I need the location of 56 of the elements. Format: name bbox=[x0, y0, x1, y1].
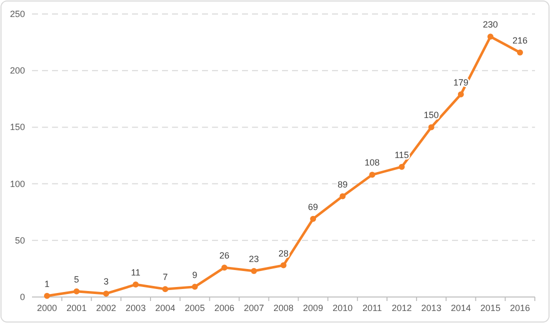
x-tick-label: 2015 bbox=[480, 303, 500, 313]
data-label: 7 bbox=[162, 272, 168, 282]
point bbox=[517, 49, 523, 56]
x-tick-label: 2016 bbox=[510, 303, 530, 313]
x-tick-label: 2008 bbox=[273, 303, 294, 313]
x-tick-label: 2005 bbox=[184, 303, 205, 313]
x-tick-label: 2011 bbox=[362, 303, 382, 313]
x-tick-label: 2009 bbox=[303, 303, 324, 313]
y-tick-label: 250 bbox=[10, 9, 25, 19]
point bbox=[458, 91, 464, 98]
y-tick-label: 100 bbox=[10, 178, 25, 189]
data-label: 230 bbox=[482, 20, 498, 30]
point bbox=[487, 34, 494, 40]
point bbox=[44, 292, 50, 299]
data-label: 108 bbox=[364, 158, 380, 168]
point bbox=[162, 286, 168, 292]
point bbox=[221, 264, 228, 271]
data-label: 150 bbox=[424, 110, 439, 120]
x-tick-label: 2001 bbox=[66, 303, 87, 313]
x-tick-label: 2013 bbox=[421, 303, 442, 313]
data-label: 9 bbox=[192, 270, 198, 280]
x-tick-label: 2000 bbox=[36, 303, 58, 313]
x-tick-label: 2003 bbox=[126, 303, 146, 313]
x-tick-label: 2014 bbox=[450, 303, 471, 313]
x-tick-label: 2004 bbox=[155, 303, 176, 313]
x-tick-label: 2010 bbox=[332, 303, 353, 313]
data-label: 216 bbox=[512, 35, 528, 46]
point bbox=[132, 282, 139, 288]
x-tick-label: 2012 bbox=[392, 303, 412, 313]
point bbox=[428, 124, 434, 130]
data-label: 26 bbox=[219, 250, 230, 261]
point bbox=[310, 216, 316, 222]
point bbox=[340, 193, 346, 200]
data-label: 3 bbox=[104, 276, 109, 287]
point bbox=[280, 262, 286, 268]
point bbox=[74, 288, 80, 294]
point bbox=[103, 290, 110, 297]
point bbox=[250, 268, 257, 274]
point bbox=[192, 284, 198, 290]
data-label: 69 bbox=[308, 202, 318, 212]
x-tick-label: 2007 bbox=[244, 303, 264, 313]
point bbox=[398, 164, 405, 170]
y-tick-label: 150 bbox=[10, 122, 25, 132]
y-tick-label: 200 bbox=[10, 66, 25, 76]
x-tick-label: 2006 bbox=[214, 303, 234, 313]
y-tick-label: 50 bbox=[14, 235, 25, 246]
x-tick-label: 2002 bbox=[96, 303, 116, 313]
point bbox=[369, 172, 376, 178]
data-label: 23 bbox=[248, 254, 259, 264]
data-label: 11 bbox=[131, 268, 140, 278]
data-label: 28 bbox=[278, 248, 289, 258]
y-tick-label: 0 bbox=[20, 292, 25, 302]
data-label: 5 bbox=[74, 274, 80, 284]
data-label: 1 bbox=[44, 278, 50, 289]
data-label: 89 bbox=[338, 179, 348, 190]
data-label: 115 bbox=[394, 150, 409, 160]
